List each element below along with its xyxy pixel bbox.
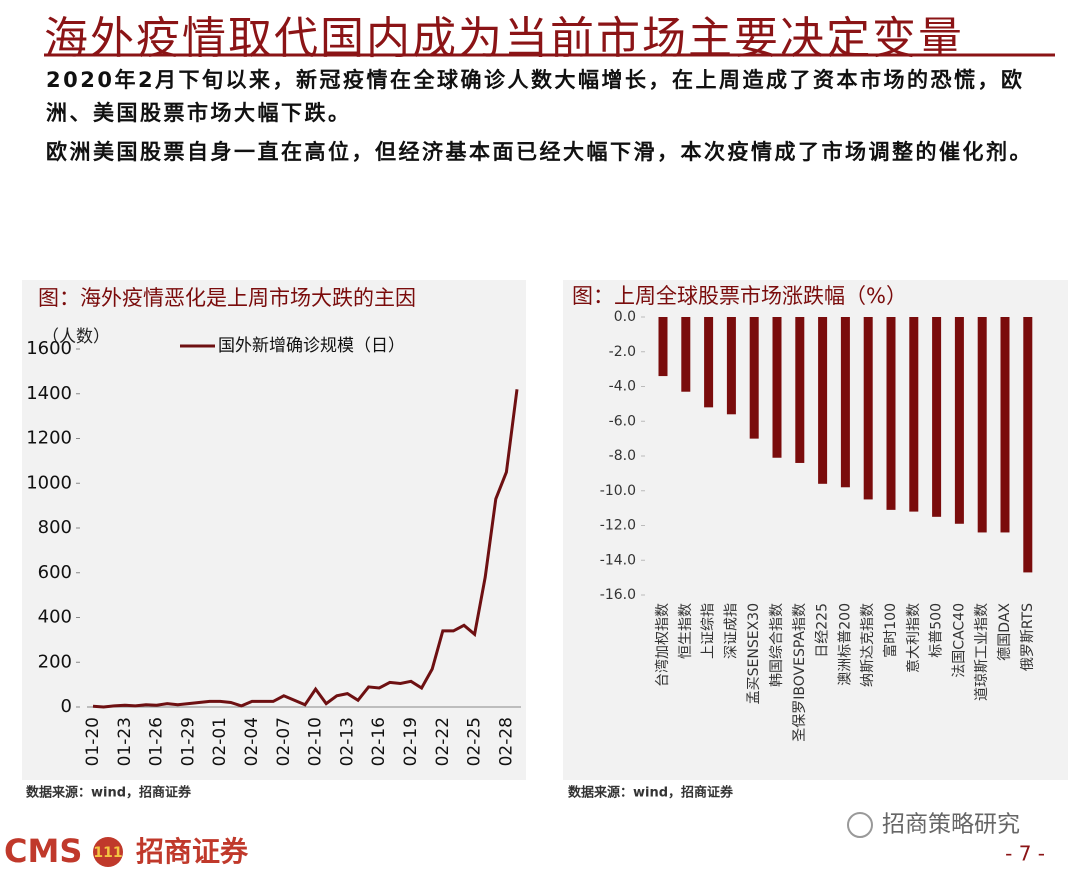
- x-tick-label: 俄罗斯RTS: [1020, 603, 1036, 671]
- x-tick-label: 澳洲标普200: [837, 603, 853, 686]
- bar: [658, 317, 668, 377]
- y-tick-label: -12.0: [600, 518, 636, 534]
- bar: [726, 317, 736, 415]
- chart-panel: [563, 280, 1068, 780]
- chart-panel: [22, 280, 526, 780]
- legend-label: 国外新增确诊规模（日）: [218, 336, 405, 356]
- y-tick-label: 1600: [26, 338, 72, 359]
- y-tick-label: 1000: [26, 472, 72, 493]
- logo-icon: [93, 837, 123, 867]
- x-tick-label: 韩国综合指数: [769, 603, 785, 687]
- y-tick-label: 1200: [26, 428, 72, 449]
- x-tick-label: 01-20: [83, 717, 103, 766]
- wechat-icon: [847, 812, 873, 838]
- y-tick-label: 1400: [26, 383, 72, 404]
- x-tick-label: 02-25: [465, 717, 485, 766]
- bar: [977, 317, 987, 533]
- bar: [1023, 317, 1033, 573]
- y-tick-label: 400: [38, 607, 72, 628]
- x-tick-label: 02-04: [242, 717, 262, 766]
- y-tick-label: 600: [38, 562, 72, 583]
- x-tick-label: 02-19: [401, 717, 421, 766]
- bar: [886, 317, 896, 510]
- page-number: - 7 -: [1005, 842, 1045, 866]
- x-tick-label: 德国DAX: [997, 603, 1013, 661]
- chart-title: 图：海外疫情恶化是上周市场大跌的主因: [38, 286, 416, 310]
- chart-title: 图：上周全球股票市场涨跌幅（%）: [572, 284, 907, 308]
- x-tick-label: 上证综指: [701, 603, 717, 659]
- logo-text: CMS: [4, 832, 82, 870]
- x-tick-label: 富时100: [882, 603, 899, 658]
- bar: [863, 317, 873, 500]
- bar: [749, 317, 759, 439]
- x-tick-label: 02-16: [369, 717, 389, 766]
- y-tick-label: -10.0: [600, 483, 636, 499]
- x-tick-label: 01-23: [115, 717, 135, 766]
- bar: [932, 317, 942, 517]
- logo-mark: 111: [93, 845, 122, 861]
- x-tick-label: 02-01: [210, 717, 230, 766]
- y-axis-label: （人数）: [42, 327, 110, 347]
- y-tick-label: 0: [61, 696, 72, 717]
- bar: [704, 317, 714, 408]
- bar: [681, 317, 691, 392]
- wechat-name: 招商策略研究: [882, 812, 1020, 838]
- company-name: 招商证券: [136, 835, 249, 868]
- chart-source: 数据来源：wind，招商证券: [26, 785, 192, 801]
- x-tick-label: 圣保罗IBOVESPA指数: [792, 603, 808, 742]
- paragraph: 欧洲美国股票自身一直在高位，但经济基本面已经大幅下滑，本次疫情成了市场调整的催化…: [46, 140, 1033, 164]
- x-tick-label: 意大利指数: [905, 603, 922, 673]
- x-tick-label: 孟买SENSEX30: [746, 603, 762, 704]
- y-tick-label: -6.0: [609, 413, 636, 429]
- bar: [772, 317, 782, 458]
- y-tick-label: -16.0: [600, 587, 636, 603]
- x-tick-label: 标普500: [929, 603, 945, 658]
- x-tick-label: 02-13: [337, 717, 357, 766]
- x-tick-label: 02-22: [433, 717, 453, 766]
- bar: [954, 317, 964, 524]
- y-tick-label: 200: [38, 651, 72, 672]
- y-tick-label: -2.0: [609, 344, 636, 360]
- y-tick-label: -14.0: [600, 552, 636, 568]
- x-tick-label: 02-28: [496, 717, 516, 766]
- y-tick-label: 800: [38, 517, 72, 538]
- bar: [818, 317, 828, 484]
- y-tick-label: -4.0: [609, 379, 636, 395]
- y-tick-label: 0.0: [614, 309, 636, 325]
- x-tick-label: 恒生指数: [678, 603, 694, 659]
- x-tick-label: 道琼斯工业指数: [974, 603, 990, 701]
- bar: [795, 317, 805, 463]
- x-tick-label: 日经225: [815, 603, 831, 658]
- x-tick-label: 法国CAC40: [951, 603, 967, 678]
- x-tick-label: 02-07: [274, 717, 294, 766]
- x-tick-label: 纳斯达克指数: [860, 603, 876, 687]
- chart-source: 数据来源：wind，招商证券: [568, 785, 734, 801]
- y-tick-label: -8.0: [609, 448, 636, 464]
- x-tick-label: 01-29: [178, 717, 198, 766]
- bar: [909, 317, 919, 512]
- x-tick-label: 台湾加权指数: [654, 603, 671, 687]
- line-series: [92, 389, 519, 709]
- bar: [1000, 317, 1010, 533]
- x-tick-label: 02-10: [306, 717, 326, 766]
- x-tick-label: 深证成指: [723, 603, 739, 659]
- x-tick-label: 01-26: [147, 717, 167, 766]
- paragraph: 2020年2月下旬以来，新冠疫情在全球确诊人数大幅增长，在上周造成了资本市场的恐…: [46, 68, 1025, 125]
- bar: [840, 317, 850, 488]
